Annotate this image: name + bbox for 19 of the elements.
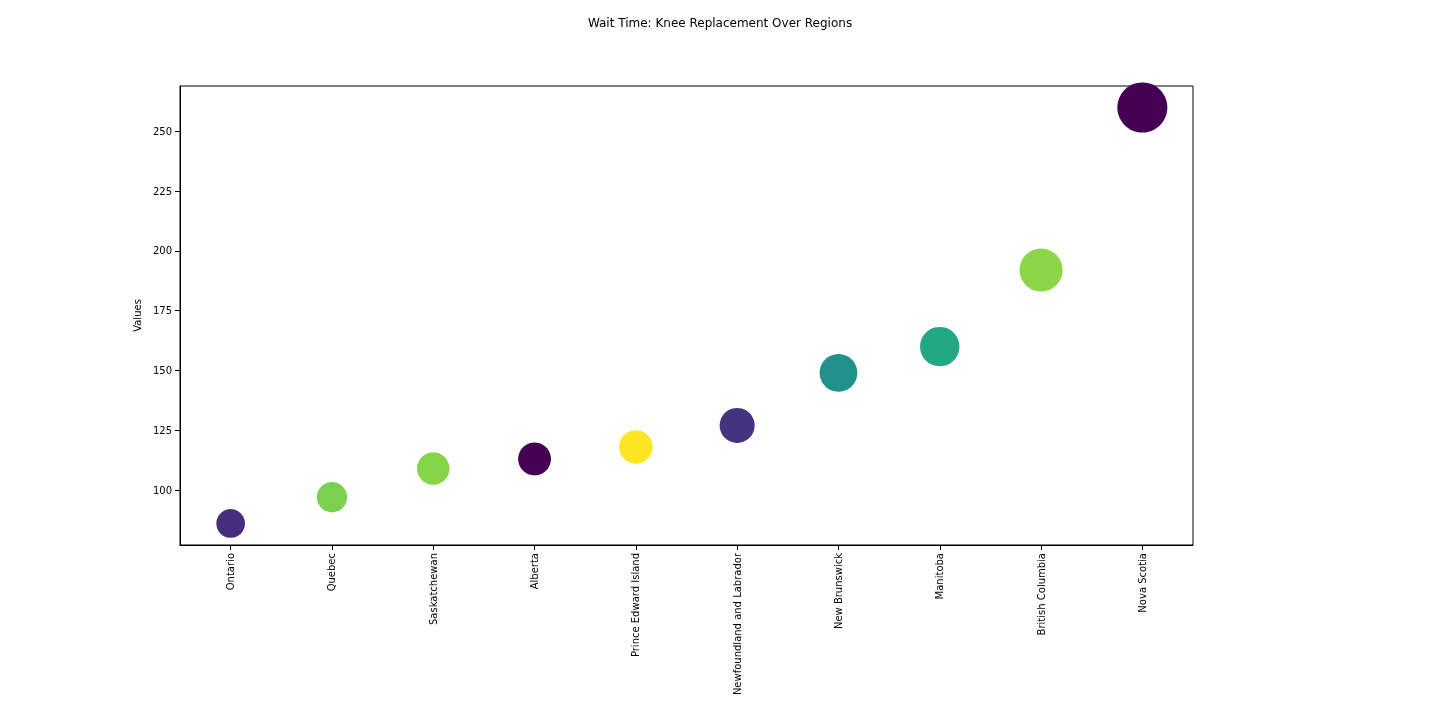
y-tick-label: 175	[152, 305, 172, 317]
y-tick-label: 250	[152, 125, 172, 137]
y-tick-label: 200	[152, 245, 172, 257]
x-tick-label: British Columbia	[1035, 553, 1047, 636]
y-tick-label: 225	[152, 185, 172, 197]
chart-title: Wait Time: Knee Replacement Over Regions	[587, 16, 853, 30]
y-tick-label: 150	[152, 364, 172, 376]
y-axis-title: Values	[131, 299, 143, 332]
x-tick-label: Newfoundland and Labrador	[731, 552, 743, 696]
y-tick-label: 125	[152, 424, 172, 436]
x-tick-label: Prince Edward Island	[630, 553, 642, 658]
x-tick-label: Alberta	[529, 553, 541, 590]
y-tick-label: 100	[152, 484, 172, 496]
x-tick-label: Nova Scotia	[1136, 553, 1148, 613]
x-tick-label: Ontario	[225, 553, 237, 591]
x-tick-label: Quebec	[326, 553, 338, 592]
x-tick-label: New Brunswick	[832, 552, 844, 630]
x-tick-label: Manitoba	[934, 553, 946, 600]
x-tick-label: Saskatchewan	[427, 553, 439, 625]
